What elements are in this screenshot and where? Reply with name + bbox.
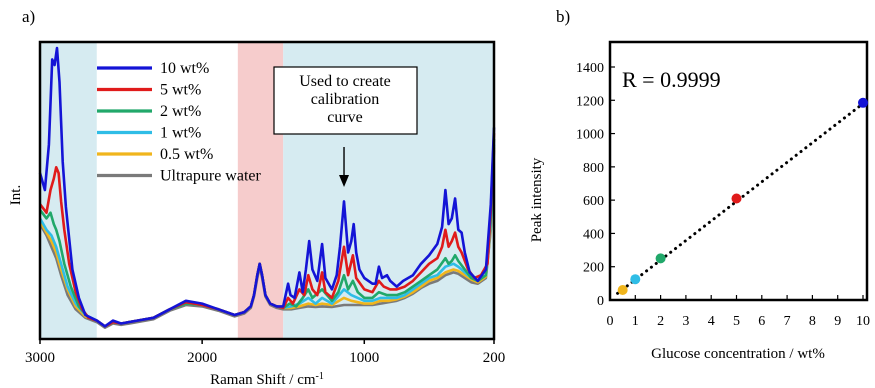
- data-point: [731, 193, 742, 204]
- data-point: [858, 97, 868, 108]
- calibration-panel: b) 0 200 400 600 800 1000 1200 1400 0 1 2 3 4 5 6 7 8 9 10…: [529, 7, 870, 362]
- calibration-y-axis-label: Peak intensity: [529, 157, 545, 242]
- panel-a-label: a): [22, 7, 35, 26]
- x-tick-label: 3: [682, 314, 689, 329]
- y-tick-label: 0: [597, 294, 604, 309]
- spectrum-plot-frame: [38, 40, 496, 341]
- y-tick-label: 1000: [576, 128, 604, 143]
- y-tick-label: 1400: [576, 61, 604, 76]
- x-tick-label: 200: [483, 350, 506, 366]
- x-tick-label: 6: [758, 314, 765, 329]
- x-tick-label: 1000: [349, 350, 379, 366]
- y-tick-label: 1200: [576, 94, 604, 109]
- spectrum-series: [38, 46, 496, 329]
- x-tick-label: 2000: [187, 350, 217, 366]
- x-tick-label: 5: [733, 314, 740, 329]
- legend-label: 2 wt%: [160, 103, 201, 120]
- x-tick-label: 2: [657, 314, 664, 329]
- annotation-line: Used to create: [299, 73, 391, 90]
- calibration-plot-frame: [608, 40, 869, 302]
- y-tick-label: 200: [583, 261, 604, 276]
- legend-label: 0.5 wt%: [160, 146, 213, 163]
- x-tick-label: 7: [784, 314, 791, 329]
- annotation-arrow-head: [339, 175, 350, 187]
- annotation-box: [273, 66, 418, 135]
- spectrum-x-axis-label: Raman Shift / cm-1: [210, 371, 324, 388]
- annotation-line: calibration: [311, 91, 379, 108]
- panel-b-label: b): [556, 7, 570, 26]
- y-tick-label: 400: [583, 227, 604, 242]
- x-tick-label: 10: [856, 314, 870, 329]
- data-point: [617, 285, 628, 296]
- calibration-ticks: 0 200 400 600 800 1000 1200 1400 0 1 2 3 4 5 6 7 8 9 10: [576, 61, 870, 329]
- calibration-points: [617, 97, 868, 296]
- x-tick-label: 9: [834, 314, 841, 329]
- x-tick-label: 8: [809, 314, 816, 329]
- calibration-x-axis-label: Glucose concentration / wt%: [651, 346, 825, 362]
- legend-label: Ultrapure water: [160, 168, 262, 185]
- x-axis-label-superscript: -1: [316, 371, 324, 382]
- x-tick-label: 1: [632, 314, 639, 329]
- data-point: [655, 253, 666, 264]
- spectrum-legend: 10 wt% 5 wt% 2 wt% 1 wt% 0.5 wt% Ultrapure wa…: [97, 60, 262, 185]
- y-tick-label: 600: [583, 194, 604, 209]
- y-tick-label: 800: [583, 161, 604, 176]
- shaded-regions: [40, 42, 494, 339]
- x-tick-label: 3000: [25, 350, 55, 366]
- legend-label: 10 wt%: [160, 60, 209, 77]
- series-line: [38, 46, 496, 328]
- spectrum-x-ticks: 3000 2000 1000 200: [25, 339, 505, 366]
- spectrum-panel: a) 3000 2000 1000 200 Int. Raman Shift / cm…: [8, 7, 505, 388]
- spectrum-y-axis-label: Int.: [8, 185, 24, 205]
- x-tick-label: 0: [607, 314, 614, 329]
- annotation-line: curve: [327, 109, 363, 126]
- correlation-annotation: R = 0.9999: [622, 67, 721, 92]
- x-tick-label: 4: [708, 314, 715, 329]
- data-point: [630, 274, 641, 285]
- legend-label: 1 wt%: [160, 125, 201, 142]
- legend-label: 5 wt%: [160, 82, 201, 99]
